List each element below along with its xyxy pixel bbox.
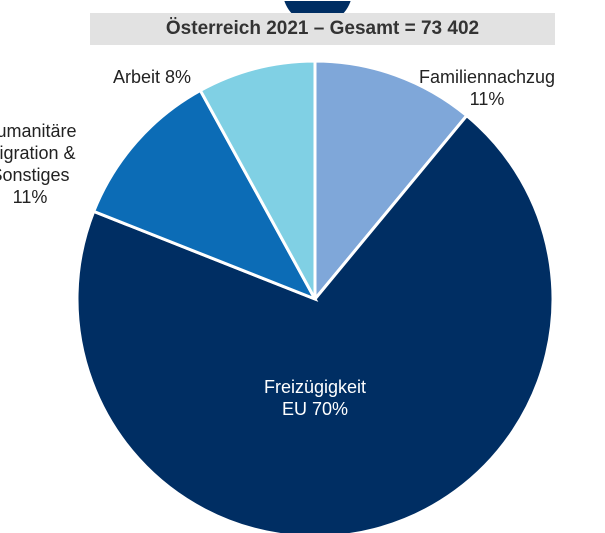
value-label: 8% xyxy=(165,67,192,87)
chart-title: Österreich 2021 – Gesamt = 73 402 xyxy=(90,13,555,45)
pie-slice xyxy=(91,88,319,302)
slice-label: Familiennachzug 11% xyxy=(387,66,587,110)
value-label: 11% xyxy=(12,187,48,207)
slice-label: Humanitäre Migration & Sonstiges11% xyxy=(0,120,90,208)
category-label: Arbeit xyxy=(112,67,160,87)
category-label: Familiennachzug xyxy=(418,67,556,87)
pie-slice xyxy=(75,113,555,533)
value-label: 11% xyxy=(469,89,505,109)
slice-label: Arbeit 8% xyxy=(92,66,212,88)
category-label: Humanitäre Migration & Sonstiges xyxy=(0,121,77,185)
pie-slice xyxy=(313,59,469,304)
category-label: Freizügigkeit EU xyxy=(263,377,367,419)
slice-label: Freizügigkeit EU 70% xyxy=(255,376,375,420)
pie-slice xyxy=(198,59,317,300)
value-label: 70% xyxy=(312,399,349,419)
